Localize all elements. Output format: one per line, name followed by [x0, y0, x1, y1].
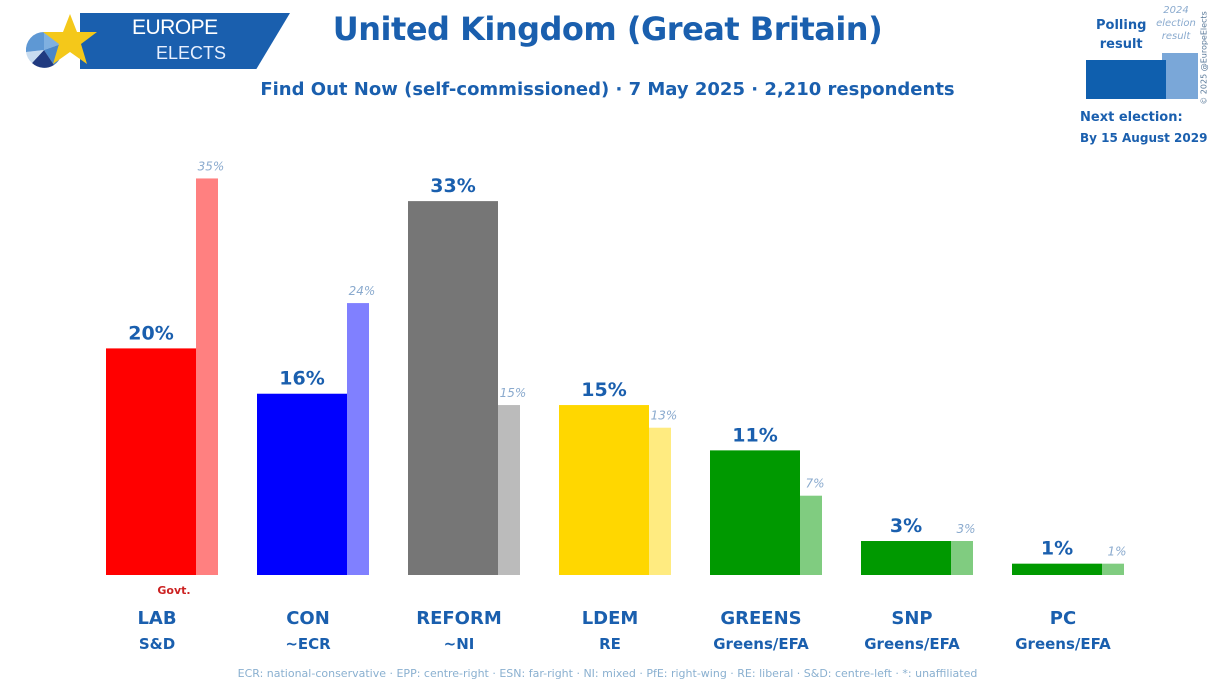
data-label-previous-greens: 7% — [805, 477, 824, 491]
data-label-polling-ldem: 15% — [581, 379, 626, 401]
group-label-lab: S&D — [139, 635, 175, 653]
logo-pie-star-icon — [25, 14, 97, 68]
category-label-reform: REFORM — [416, 608, 502, 629]
category-label-lab: LAB — [137, 608, 176, 629]
footer-note: ECR: national-conservative · EPP: centre… — [237, 667, 978, 680]
bar-previous-lab — [196, 178, 218, 575]
category-label-pc: PC — [1050, 608, 1076, 629]
bar-previous-snp — [951, 541, 973, 575]
next-election-date: By 15 August 2029 — [1080, 131, 1208, 145]
bar-polling-lab — [106, 348, 196, 575]
legend-polling-label: Polling result — [1096, 16, 1146, 54]
legend-previous-line3: result — [1161, 31, 1191, 42]
bar-previous-greens — [800, 495, 822, 575]
data-label-previous-con: 24% — [349, 284, 376, 298]
legend-polling-swatch — [1086, 60, 1166, 99]
bar-polling-greens — [710, 450, 800, 575]
data-label-previous-lab: 35% — [198, 159, 225, 173]
logo-text-elects: ELECTS — [156, 43, 227, 63]
bar-previous-reform — [498, 405, 520, 575]
bar-previous-ldem — [649, 427, 671, 575]
data-label-polling-greens: 11% — [732, 424, 777, 446]
group-label-ldem: RE — [599, 635, 621, 653]
bar-previous-con — [347, 303, 369, 575]
data-label-previous-snp: 3% — [956, 522, 975, 536]
group-label-snp: Greens/EFA — [864, 635, 960, 653]
data-label-previous-pc: 1% — [1107, 545, 1126, 559]
legend-previous-line1: 2024 — [1163, 5, 1189, 16]
bar-polling-snp — [861, 541, 951, 575]
category-label-snp: SNP — [891, 608, 932, 629]
legend-polling-line1: Polling — [1096, 18, 1147, 33]
chart-subtitle: Find Out Now (self-commissioned) · 7 May… — [0, 79, 1215, 100]
next-election: Next election: By 15 August 2029 — [1080, 107, 1207, 149]
europe-elects-logo: EUROPE ELECTS — [22, 12, 290, 70]
bar-polling-reform — [408, 201, 498, 576]
chart-subtitle-text: Find Out Now (self-commissioned) · 7 May… — [260, 79, 955, 100]
group-label-pc: Greens/EFA — [1015, 635, 1111, 653]
logo-banner — [80, 13, 290, 69]
annotation-govt: Govt. — [157, 584, 190, 597]
bar-polling-pc — [1012, 563, 1102, 575]
bar-polling-ldem — [559, 405, 649, 575]
logo-text-europe: EUROPE — [132, 16, 218, 39]
data-label-polling-pc: 1% — [1041, 538, 1073, 560]
group-label-reform: ~NI — [444, 635, 475, 653]
legend-previous-line2: election — [1156, 18, 1196, 29]
data-label-previous-reform: 15% — [500, 386, 527, 400]
category-label-con: CON — [286, 608, 330, 629]
data-label-polling-reform: 33% — [430, 175, 475, 197]
data-label-previous-ldem: 13% — [651, 409, 678, 423]
data-label-polling-snp: 3% — [890, 515, 922, 537]
chart-title-text: United Kingdom (Great Britain) — [332, 10, 883, 48]
next-election-label: Next election: — [1080, 110, 1183, 125]
bar-polling-con — [257, 393, 347, 575]
legend-polling-line2: result — [1099, 37, 1143, 52]
group-label-con: ~ECR — [285, 635, 331, 653]
data-label-polling-lab: 20% — [128, 322, 173, 344]
bar-previous-pc — [1102, 563, 1124, 575]
legend: Polling result 2024 election result © 20… — [1078, 2, 1215, 147]
chart-title: United Kingdom (Great Britain) — [0, 10, 1215, 48]
legend-previous-label: 2024 election result — [1156, 4, 1196, 43]
category-label-greens: GREENS — [720, 608, 801, 629]
legend-previous-swatch — [1162, 53, 1198, 99]
data-label-polling-con: 16% — [279, 368, 324, 390]
category-label-ldem: LDEM — [582, 608, 639, 629]
group-label-greens: Greens/EFA — [713, 635, 809, 653]
